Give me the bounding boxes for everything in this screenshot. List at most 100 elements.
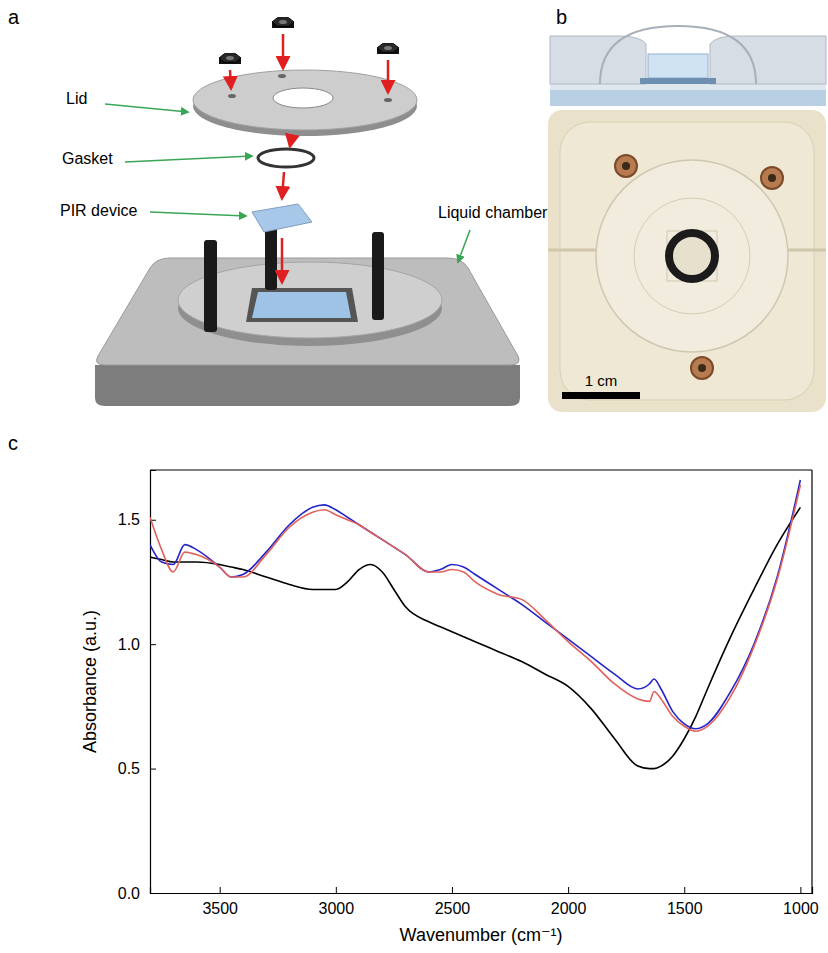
tick-label: 1.5 (118, 511, 140, 528)
chamber-top (97, 258, 519, 365)
section-arc (600, 26, 756, 84)
x-axis-title: Wavenumber (cm⁻¹) (400, 925, 563, 945)
tick-mark (452, 887, 453, 893)
tick-mark (220, 887, 221, 893)
axis-line (151, 887, 813, 894)
photo-rim (634, 198, 750, 314)
screw (615, 155, 637, 177)
arrow (105, 104, 188, 112)
figure: a Lid Gasket PIR device Liquid chamber b 1 cm c… (0, 0, 828, 953)
scale-bar (562, 392, 640, 399)
tick: 3000 (319, 887, 355, 917)
panel-letter: a (8, 6, 20, 28)
section-lid (710, 36, 826, 84)
screw (691, 357, 713, 379)
screw-hole (698, 364, 706, 372)
pin (204, 240, 217, 332)
screw (761, 167, 783, 189)
lid-screw-hole (228, 94, 236, 98)
disk-top (178, 262, 442, 338)
photo-inner (560, 122, 814, 400)
nut-hole (384, 46, 392, 50)
panel-c: c 3500 3000 2500 2000 1500 1000 0.0 0.5 1.0 1.5 Wav… (8, 432, 819, 945)
arrow (281, 238, 284, 282)
gasket (258, 149, 314, 167)
scale-bar-label: 1 cm (585, 372, 618, 389)
section-device (640, 78, 716, 84)
tick-mark (336, 887, 337, 893)
label: Liquid chamber (438, 204, 548, 221)
screw-hole (622, 162, 630, 170)
y-axis-title: Absorbance (a.u.) (80, 610, 100, 753)
nut-hole (279, 20, 287, 24)
arrow (230, 70, 231, 88)
tick-mark (684, 887, 685, 893)
y-axis: 0.0 0.5 1.0 1.5 (118, 471, 156, 902)
tick-label: 3500 (202, 900, 238, 917)
label: Gasket (62, 150, 113, 167)
label: PIR device (60, 202, 137, 219)
lid-top (193, 70, 417, 130)
tick: 0.5 (118, 760, 156, 777)
section-glass (648, 54, 708, 78)
panel-letter: b (556, 6, 567, 28)
lid-screw-hole (278, 74, 286, 78)
tick: 2000 (551, 887, 587, 917)
nut (272, 18, 294, 27)
arrow (282, 172, 284, 198)
arrow (290, 136, 292, 146)
tick-label: 3000 (319, 900, 355, 917)
section-base (550, 84, 826, 106)
tick-mark (568, 887, 569, 893)
section-base-top (550, 84, 826, 90)
window (252, 292, 351, 318)
tick-label: 1000 (783, 900, 819, 917)
x-axis: 3500 3000 2500 2000 1500 1000 (151, 887, 819, 917)
tick-mark (800, 887, 801, 893)
series-line (150, 485, 800, 731)
photo-window (667, 231, 717, 281)
lines (150, 480, 800, 769)
series-line (150, 480, 800, 729)
tick-label: 0.5 (118, 760, 140, 777)
arrow (150, 212, 246, 216)
tick-label: 2000 (551, 900, 587, 917)
nut (219, 54, 241, 63)
tick: 0.0 (118, 885, 156, 902)
lid-screw-hole (384, 98, 392, 102)
panel-a: a Lid Gasket PIR device Liquid chamber (8, 6, 548, 406)
lid-hole (273, 88, 333, 108)
panel-b: b 1 cm (548, 6, 826, 412)
tick-label: 1.0 (118, 636, 140, 653)
o-ring (669, 233, 715, 279)
window-frame (246, 288, 358, 322)
frame (811, 470, 812, 893)
tick: 1500 (667, 887, 703, 917)
label: Lid (66, 90, 87, 107)
nut-hole (226, 56, 234, 60)
photo-lid (596, 160, 788, 352)
tick-label: 2500 (435, 900, 471, 917)
tick-mark (150, 769, 156, 770)
tick: 1.0 (118, 636, 156, 653)
photo (548, 110, 826, 412)
arrow (458, 230, 470, 262)
tick: 2500 (435, 887, 471, 917)
section-lid (550, 36, 646, 84)
tick-mark (150, 893, 156, 894)
pin (372, 232, 384, 320)
pin (265, 222, 277, 290)
pir-device (252, 204, 312, 232)
chamber-side (95, 365, 520, 406)
arrow (387, 60, 390, 92)
frame (150, 469, 812, 470)
panel-letter: c (8, 432, 18, 454)
tick: 1000 (783, 887, 819, 917)
tick: 3500 (202, 887, 238, 917)
screw-hole (768, 174, 776, 182)
tick-label: 1500 (667, 900, 703, 917)
tick-mark (150, 644, 156, 645)
tick-label: 0.0 (118, 885, 140, 902)
arrow (125, 156, 252, 162)
nut (377, 44, 399, 53)
